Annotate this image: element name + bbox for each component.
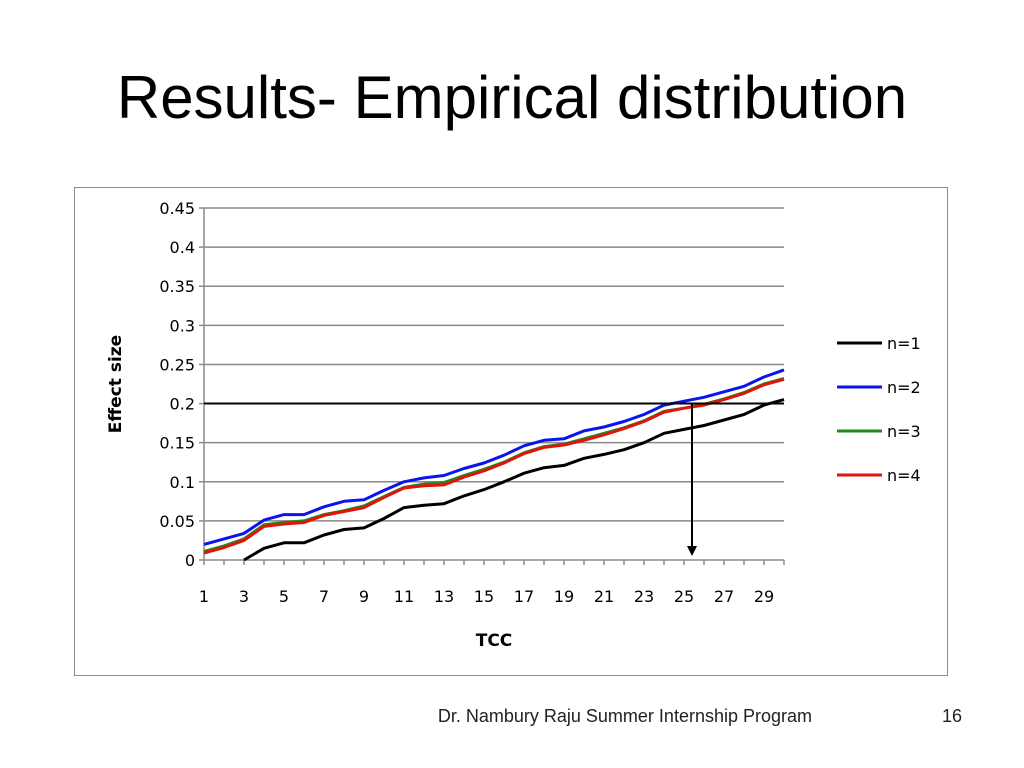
x-axis-title: TCC: [476, 631, 513, 651]
x-tick-label: 17: [514, 587, 534, 606]
page-number: 16: [941, 706, 962, 726]
legend-label: n=4: [887, 466, 921, 485]
x-tick-label: 3: [239, 587, 249, 606]
y-axis-title: Effect size: [106, 335, 126, 433]
x-tick-label: 9: [359, 587, 369, 606]
line-chart: 00.050.10.150.20.250.30.350.40.451 3 5 7 9 11…: [106, 199, 921, 651]
y-tick-label: 0.2: [170, 395, 195, 414]
axes: [199, 207, 785, 565]
x-tick-label: 5: [279, 587, 289, 606]
footer-credit: Dr. Nambury Raju Summer Internship Progr…: [437, 706, 812, 726]
y-tick-label: 0.15: [159, 434, 195, 453]
x-tick-label: 21: [594, 587, 614, 606]
x-tick-label: 19: [554, 587, 574, 606]
x-tick-label: 1: [199, 587, 209, 606]
series-line-n-2: [203, 368, 785, 546]
legend: n=1 n=2 n=3 n=4: [837, 334, 921, 485]
x-tick-label: 15: [474, 587, 494, 606]
gridlines: [204, 207, 784, 522]
axis-labels: 00.050.10.150.20.250.30.350.40.451 3 5 7 9 11…: [106, 199, 774, 651]
y-tick-label: 0.3: [170, 316, 195, 335]
series-line-n-4: [203, 377, 785, 555]
legend-label: n=3: [887, 422, 921, 441]
y-tick-label: 0.4: [170, 238, 195, 257]
y-tick-label: 0.45: [159, 199, 195, 218]
x-tick-label: 27: [714, 587, 734, 606]
x-tick-label: 7: [319, 587, 329, 606]
x-tick-label: 23: [634, 587, 654, 606]
arrow-head: [687, 546, 697, 556]
x-tick-label: 13: [434, 587, 454, 606]
legend-label: n=2: [887, 378, 921, 397]
y-tick-label: 0.35: [159, 277, 195, 296]
x-tick-label: 29: [754, 587, 774, 606]
chart-frame: 0 0.05 0.1 0.15 0.2 0.25 0.3 0.35 0.4 0.45 1 3 5 7 9 11…: [74, 187, 948, 676]
x-tick-label: 25: [674, 587, 694, 606]
y-tick-label: 0: [185, 551, 195, 570]
annotations: [204, 402, 784, 556]
x-tick-label: 11: [394, 587, 414, 606]
legend-label: n=1: [887, 334, 921, 353]
slide-title: Results- Empirical distribution: [116, 64, 908, 131]
y-tick-label: 0.05: [159, 512, 195, 531]
y-tick-label: 0.25: [159, 355, 195, 374]
series-lines: [203, 368, 785, 562]
series-line-n-1: [243, 398, 785, 562]
y-tick-label: 0.1: [170, 473, 195, 492]
